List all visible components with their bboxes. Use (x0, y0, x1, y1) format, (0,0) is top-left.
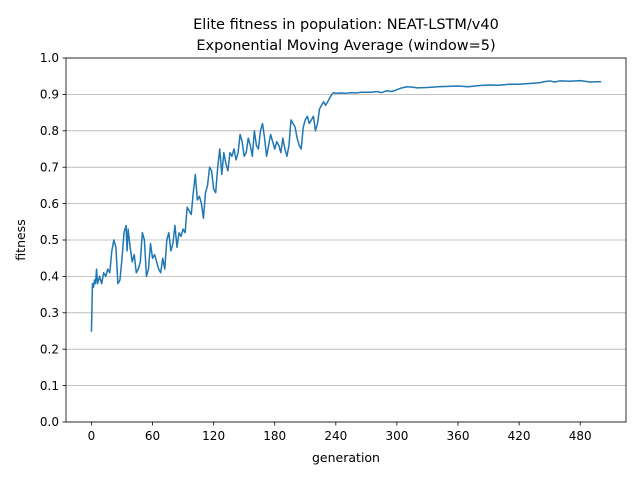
y-tick-label: 0.4 (40, 270, 59, 284)
x-tick-label: 120 (202, 429, 225, 443)
axis-ticks: 0.0 0.1 0.2 0.3 0.4 0.5 0.6 0.7 0.8 0.9 1.0 0 60 120 1… (40, 51, 592, 443)
x-tick-label: 180 (263, 429, 286, 443)
x-tick-label: 360 (447, 429, 470, 443)
x-tick-label: 240 (324, 429, 347, 443)
y-tick-label: 0.3 (40, 306, 59, 320)
x-tick-label: 420 (508, 429, 531, 443)
series-line (90, 79, 602, 332)
y-tick-label: 0.7 (40, 160, 59, 174)
y-tick-label: 0.2 (40, 342, 59, 356)
x-axis-label: generation (312, 450, 380, 465)
x-tick-label: 60 (145, 429, 160, 443)
y-tick-label: 0.1 (40, 379, 59, 393)
x-tick-label: 480 (569, 429, 592, 443)
plot-frame (65, 57, 627, 423)
x-tick-label: 0 (88, 429, 96, 443)
x-tick-label: 300 (385, 429, 408, 443)
chart-subtitle: Exponential Moving Average (window=5) (196, 38, 495, 54)
y-tick-label: 1.0 (40, 51, 59, 65)
y-tick-label: 0.0 (40, 415, 59, 429)
chart-title: Elite fitness in population: NEAT-LSTM/v… (193, 17, 499, 33)
y-axis-label: fitness (13, 219, 28, 260)
series-group (90, 79, 602, 332)
y-tick-label: 0.8 (40, 124, 59, 138)
y-tick-label: 0.6 (40, 197, 59, 211)
y-tick-label: 0.5 (40, 233, 59, 247)
y-tick-label: 0.9 (40, 88, 59, 102)
